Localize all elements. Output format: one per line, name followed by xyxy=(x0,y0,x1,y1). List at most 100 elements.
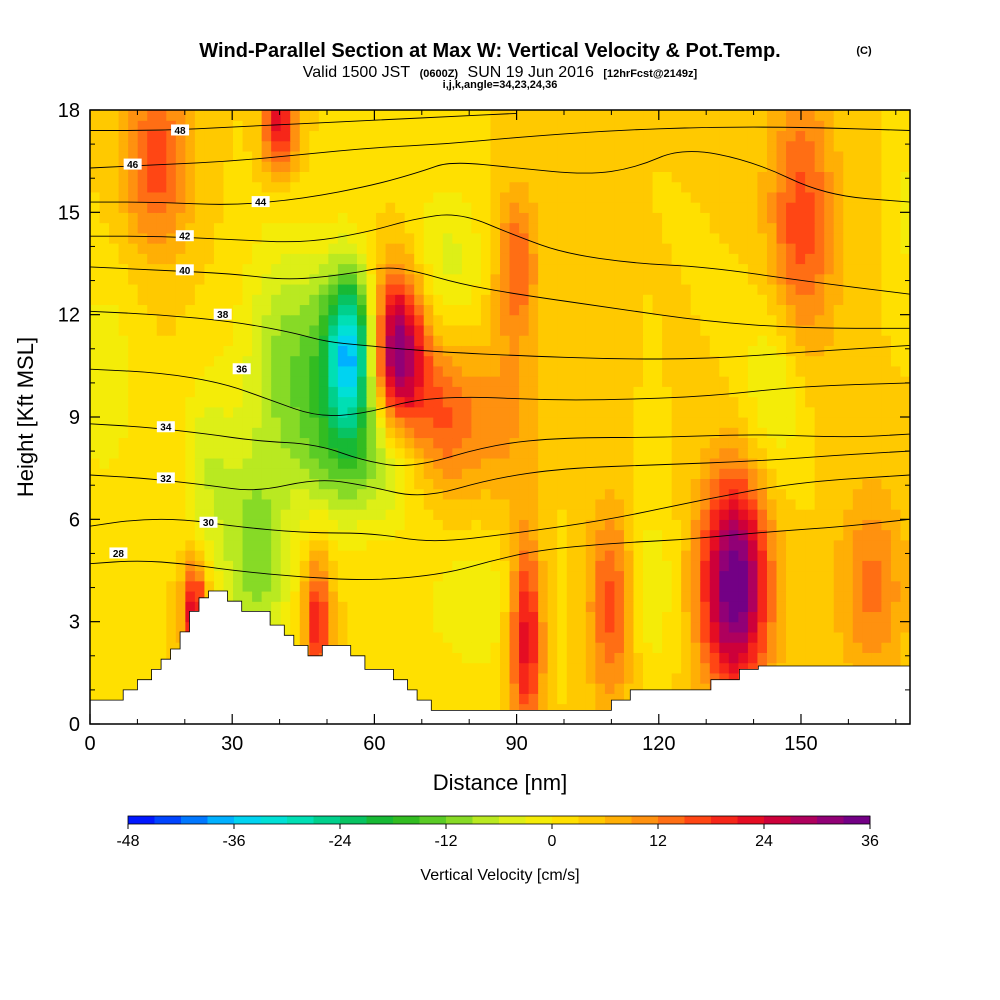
velocity-cell xyxy=(166,212,177,224)
velocity-cell xyxy=(862,335,873,346)
velocity-cell xyxy=(709,529,720,541)
velocity-cell xyxy=(557,365,568,377)
velocity-cell xyxy=(519,662,530,674)
velocity-cell xyxy=(356,601,368,613)
velocity-cell xyxy=(738,642,749,653)
velocity-cell xyxy=(871,294,882,306)
velocity-cell xyxy=(728,509,739,520)
velocity-cell xyxy=(137,468,148,479)
velocity-cell xyxy=(118,355,129,367)
velocity-cell xyxy=(881,550,892,561)
velocity-cell xyxy=(623,130,635,142)
velocity-cell xyxy=(566,181,577,193)
velocity-cell xyxy=(347,631,358,643)
velocity-cell xyxy=(500,519,511,531)
velocity-cell xyxy=(137,253,148,265)
velocity-cell xyxy=(595,130,606,142)
velocity-cell xyxy=(728,611,739,623)
velocity-cell xyxy=(595,140,606,152)
velocity-cell xyxy=(299,355,310,367)
velocity-cell xyxy=(423,631,434,643)
velocity-cell xyxy=(280,468,291,479)
velocity-cell xyxy=(604,703,616,715)
velocity-cell xyxy=(633,509,644,520)
velocity-cell xyxy=(90,642,101,653)
velocity-cell xyxy=(805,488,816,500)
velocity-cell xyxy=(442,447,453,459)
velocity-cell xyxy=(347,376,358,387)
velocity-cell xyxy=(376,447,387,459)
velocity-cell xyxy=(423,560,434,572)
velocity-cell xyxy=(366,263,377,275)
velocity-cell xyxy=(852,355,863,367)
velocity-cell xyxy=(547,161,558,172)
velocity-cell xyxy=(728,263,739,275)
velocity-cell xyxy=(347,529,358,541)
velocity-cell xyxy=(833,550,844,561)
velocity-cell xyxy=(90,693,101,705)
velocity-cell xyxy=(280,263,291,275)
velocity-cell xyxy=(633,130,644,142)
velocity-cell xyxy=(366,171,377,183)
velocity-cell xyxy=(738,560,749,572)
velocity-cell xyxy=(881,243,892,254)
velocity-cell xyxy=(471,417,482,428)
velocity-cell xyxy=(290,171,301,183)
velocity-cell xyxy=(681,273,692,285)
velocity-cell xyxy=(347,498,358,510)
velocity-cell xyxy=(271,437,282,449)
velocity-cell xyxy=(757,294,768,306)
velocity-cell xyxy=(366,232,377,244)
velocity-cell xyxy=(137,324,148,336)
velocity-cell xyxy=(795,590,806,602)
velocity-cell xyxy=(786,222,797,234)
velocity-cell xyxy=(433,580,444,592)
velocity-cell xyxy=(786,621,797,633)
velocity-cell xyxy=(700,601,711,613)
velocity-cell xyxy=(690,396,701,408)
velocity-cell xyxy=(643,652,654,664)
velocity-cell xyxy=(662,652,673,664)
velocity-cell xyxy=(805,294,816,306)
velocity-cell xyxy=(738,232,749,244)
velocity-cell xyxy=(204,181,215,193)
velocity-cell xyxy=(471,683,482,694)
velocity-cell xyxy=(366,406,377,418)
velocity-cell xyxy=(452,550,463,561)
velocity-cell xyxy=(538,621,549,633)
velocity-cell xyxy=(576,539,587,551)
velocity-cell xyxy=(156,212,167,224)
velocity-cell xyxy=(766,345,778,357)
velocity-cell xyxy=(137,652,148,664)
velocity-cell xyxy=(376,560,387,572)
velocity-cell xyxy=(423,232,434,244)
velocity-cell xyxy=(509,253,520,265)
velocity-cell xyxy=(280,519,291,531)
velocity-cell xyxy=(690,631,701,643)
velocity-cell xyxy=(814,355,825,367)
velocity-cell xyxy=(757,243,768,254)
velocity-cell xyxy=(461,396,472,408)
velocity-cell xyxy=(652,140,663,152)
velocity-cell xyxy=(242,468,253,479)
velocity-cell xyxy=(490,222,501,234)
velocity-cell xyxy=(681,529,692,541)
velocity-cell xyxy=(242,580,253,592)
velocity-cell xyxy=(118,130,129,142)
velocity-cell xyxy=(652,550,663,561)
velocity-cell xyxy=(595,386,606,398)
velocity-cell xyxy=(213,273,225,285)
velocity-cell xyxy=(623,376,635,387)
velocity-cell xyxy=(690,273,701,285)
velocity-cell xyxy=(547,550,558,561)
velocity-cell xyxy=(862,140,873,152)
velocity-cell xyxy=(843,478,854,490)
velocity-cell xyxy=(900,447,910,459)
velocity-cell xyxy=(147,243,158,254)
velocity-cell xyxy=(747,263,759,275)
velocity-cell xyxy=(318,427,329,439)
velocity-cell xyxy=(185,130,196,142)
velocity-cell xyxy=(213,150,225,162)
velocity-cell xyxy=(700,396,711,408)
velocity-cell xyxy=(633,150,644,162)
